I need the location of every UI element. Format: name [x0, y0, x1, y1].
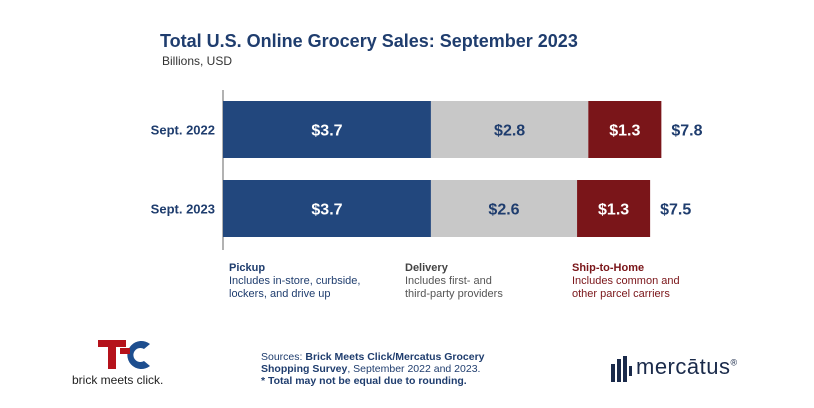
data-label: $1.3 [609, 123, 640, 140]
legend-pickup-title: Pickup [229, 262, 266, 274]
legend-delivery-title: Delivery [405, 262, 448, 274]
legend-delivery-desc-1: Includes first- and [405, 275, 492, 287]
total-label: $7.5 [660, 202, 691, 219]
sources-text: Brick Meets Click/Mercatus Grocery [305, 351, 485, 363]
data-label: $2.8 [494, 123, 525, 140]
brick-meets-click-logo: brick meets click. [72, 338, 202, 388]
sources-date: , September 2022 and 2023. [347, 363, 481, 375]
chart-title: Total U.S. Online Grocery Sales: Septemb… [160, 31, 578, 51]
bar-segment-delivery [430, 101, 589, 158]
legend-pickup-desc-2: lockers, and drive up [229, 288, 331, 300]
category-label: Sept. 2023 [151, 202, 215, 217]
chart-subtitle: Billions, USD [162, 54, 233, 68]
bmc-logo-icon [98, 340, 150, 369]
legend-ship-desc-2: other parcel carriers [572, 288, 670, 300]
sources-note: Sources: Brick Meets Click/Mercatus Groc… [261, 351, 485, 387]
legend-delivery: Delivery Includes first- and third-party… [405, 262, 503, 301]
data-label: $2.6 [488, 202, 519, 219]
total-label: $7.8 [671, 123, 702, 140]
legend-ship-title: Ship-to-Home [572, 262, 645, 274]
legend-ship-desc-1: Includes common and [572, 275, 680, 287]
mercatus-logo-icon [611, 356, 632, 382]
bar-segment-delivery [430, 180, 578, 237]
sources-label: Sources: [261, 351, 303, 363]
data-label: $1.3 [598, 202, 629, 219]
legend-delivery-desc-2: third-party providers [405, 288, 503, 300]
bar-segment-ship-to-home [577, 180, 651, 237]
category-label: Sept. 2022 [151, 123, 215, 138]
mercatus-logo-text: mercātus® [636, 354, 738, 379]
mercatus-logo: mercātus® [611, 353, 751, 387]
bmc-logo-text: brick meets click. [72, 373, 164, 387]
legend-pickup-desc-1: Includes in-store, curbside, [229, 275, 361, 287]
legend-pickup: Pickup Includes in-store, curbside, lock… [229, 262, 360, 301]
bar-segment-ship-to-home [588, 101, 662, 158]
bar-segment-pickup [223, 180, 431, 237]
legend-ship-to-home: Ship-to-Home Includes common and other p… [572, 262, 680, 301]
data-label: $3.7 [311, 123, 342, 140]
bar-segment-pickup [223, 101, 431, 158]
rounding-note: * Total may not be equal due to rounding… [261, 375, 467, 387]
sources-survey: Shopping Survey [261, 363, 348, 375]
data-label: $3.7 [311, 202, 342, 219]
